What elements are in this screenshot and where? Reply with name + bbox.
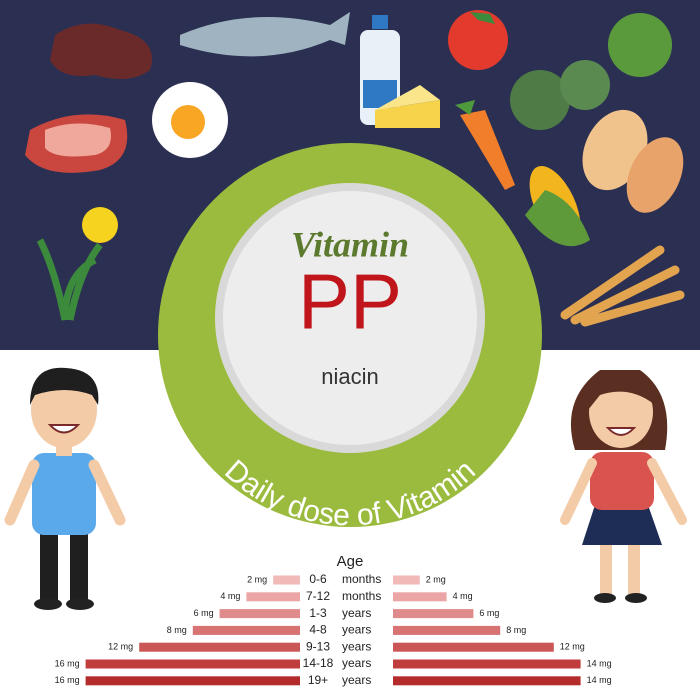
age-label: 14-18 xyxy=(303,656,334,670)
girl-illustration-part xyxy=(590,452,654,510)
boy-illustration-part xyxy=(88,459,126,526)
age-label: 19+ xyxy=(308,673,328,687)
dose-label: 2 mg xyxy=(247,574,267,584)
girl-illustration-part xyxy=(600,545,612,595)
age-unit: years xyxy=(342,623,371,637)
dose-bar xyxy=(85,676,300,686)
girl-illustration-part xyxy=(594,593,616,603)
age-label: 1-3 xyxy=(309,606,327,620)
food-illustrations-part xyxy=(560,60,610,110)
food-illustrations-part xyxy=(180,12,350,57)
dose-bar xyxy=(139,642,300,652)
dose-bar xyxy=(393,642,554,652)
dose-label: 12 mg xyxy=(560,642,585,652)
heading-subtitle: niacin xyxy=(321,364,378,389)
boy-illustration-part xyxy=(4,459,40,526)
heading-title: Vitamin xyxy=(291,224,409,264)
heading-name: PP xyxy=(298,258,402,346)
food-illustrations-part xyxy=(375,100,440,128)
boy-illustration-part xyxy=(47,424,81,434)
dose-bar xyxy=(393,659,581,669)
dose-chart: 0-6 months 2 mg 2 mg 7-12 months 4 mg 4 mg 1-3 ye… xyxy=(55,572,612,687)
dose-bar xyxy=(219,609,300,619)
food-illustrations-part xyxy=(45,123,111,157)
dose-bar xyxy=(393,592,447,602)
girl-illustration-part xyxy=(588,372,655,410)
girl-illustration xyxy=(560,370,687,603)
age-unit: months xyxy=(342,572,381,586)
boy-illustration-part xyxy=(66,598,94,610)
food-illustrations xyxy=(25,10,685,327)
boy-illustration xyxy=(4,367,126,610)
dose-label: 6 mg xyxy=(194,608,214,618)
food-illustrations-part xyxy=(448,10,508,70)
food-illustrations-part xyxy=(455,100,475,115)
badge xyxy=(158,143,542,527)
dose-label: 2 mg xyxy=(426,574,446,584)
dose-bar xyxy=(393,625,501,635)
dose-label: 16 mg xyxy=(55,658,80,668)
girl-illustration-part xyxy=(647,458,687,525)
age-unit: years xyxy=(342,656,371,670)
dose-bar xyxy=(192,625,300,635)
dose-label: 16 mg xyxy=(55,675,80,685)
dose-label: 12 mg xyxy=(108,642,133,652)
boy-illustration-part xyxy=(34,598,62,610)
dose-bar xyxy=(393,575,420,585)
dose-bar xyxy=(393,609,474,619)
girl-illustration-part xyxy=(628,545,640,595)
age-unit: years xyxy=(342,606,371,620)
girl-illustration-part xyxy=(560,458,597,525)
boy-illustration-part xyxy=(70,530,88,602)
food-illustrations-part xyxy=(470,12,495,24)
dose-bar xyxy=(273,575,300,585)
food-illustrations-part xyxy=(171,105,205,139)
age-label: 7-12 xyxy=(306,589,330,603)
age-unit: months xyxy=(342,589,381,603)
age-label: 4-8 xyxy=(309,623,327,637)
dose-label: 4 mg xyxy=(453,591,473,601)
dose-label: 8 mg xyxy=(167,625,187,635)
food-illustrations-part xyxy=(626,137,684,213)
boy-illustration-part xyxy=(32,453,96,535)
age-label: 9-13 xyxy=(306,639,330,653)
age-unit: years xyxy=(342,673,371,687)
chart-title: Age xyxy=(337,553,364,570)
age-label: 0-6 xyxy=(309,572,327,586)
food-illustrations-part xyxy=(82,207,118,243)
dose-label: 14 mg xyxy=(587,658,612,668)
boy-illustration-part xyxy=(40,530,58,602)
dose-label: 14 mg xyxy=(587,675,612,685)
dose-bar xyxy=(393,676,581,686)
food-illustrations-part xyxy=(608,13,672,77)
boy-illustration-part xyxy=(30,367,99,405)
badge-part xyxy=(223,191,477,445)
girl-illustration-part xyxy=(605,427,637,436)
dose-bar xyxy=(246,592,300,602)
food-illustrations-part xyxy=(36,238,103,321)
food-illustrations-part xyxy=(510,70,570,130)
food-illustrations-part xyxy=(372,15,388,29)
girl-illustration-part xyxy=(625,593,647,603)
food-illustrations-part xyxy=(525,190,590,247)
food-illustrations-part xyxy=(560,245,685,327)
girl-illustration-part xyxy=(582,505,662,545)
dose-label: 8 mg xyxy=(506,625,526,635)
dose-label: 4 mg xyxy=(220,591,240,601)
food-illustrations-part xyxy=(50,23,152,80)
food-illustrations-part xyxy=(460,110,515,190)
food-illustrations-part xyxy=(375,85,440,110)
dose-bar xyxy=(85,659,300,669)
dose-label: 6 mg xyxy=(479,608,499,618)
age-unit: years xyxy=(342,639,371,653)
